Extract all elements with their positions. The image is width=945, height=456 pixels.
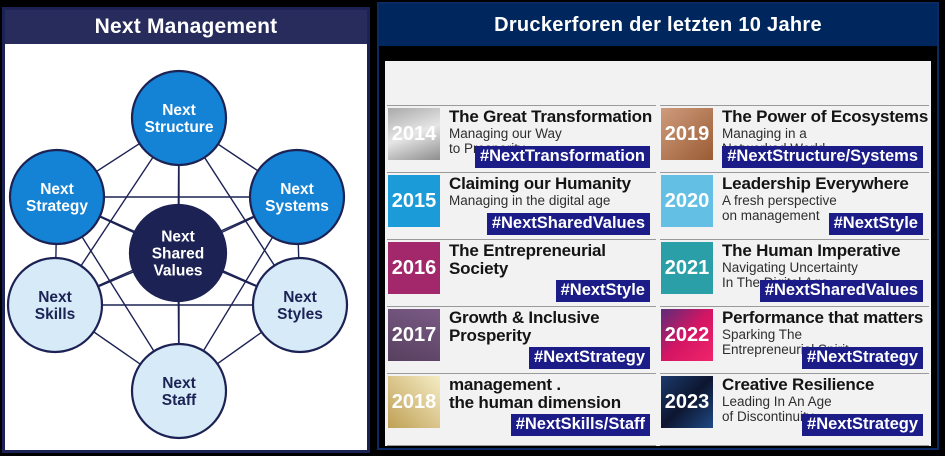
left-panel-title: Next Management [5,10,367,44]
timeline-row-2016: 2016 The Entrepreneurial Society #NextStyl… [387,239,656,306]
year-badge: 2018 [388,376,440,428]
year-badge: 2020 [661,175,713,227]
forum-title: Performance that matters [722,308,924,327]
year-badge: 2023 [661,376,713,428]
hashtag-badge: #NextSharedValues [759,280,923,302]
forum-text: The Great Transformation Managing our Way… [449,108,656,172]
hashtag-badge: #NextStrategy [802,414,923,436]
forum-subtitle: A fresh perspective on management [722,193,837,223]
timeline-row-2014: 2014 The Great Transformation Managing our… [387,105,656,172]
node-circle [251,256,349,354]
forum-title: Claiming our Humanity [449,174,631,193]
timeline-row-2017: 2017 Growth & Inclusive Prosperity #NextSt… [387,306,656,373]
timeline-row-2020: 2020 Leadership Everywhere A fresh perspec… [660,172,929,239]
druckerforen-panel: Druckerforen der letzten 10 Jahre 2014 Th… [377,2,939,450]
node-circle [8,148,106,246]
forum-text: Creative Resilience Leading In An Age of … [722,376,929,440]
year-badge: 2019 [661,108,713,160]
forum-subtitle: Leading In An Age of Discontinuity [722,394,832,424]
node-next-systems: Next Systems [248,148,346,246]
year-badge: 2015 [388,175,440,227]
node-next-staff: Next Staff [130,342,228,440]
year-badge: 2022 [661,309,713,361]
node-label: Next Styles [277,289,323,323]
year-badge: 2017 [388,309,440,361]
node-label: Next Staff [162,375,197,409]
node-next-structure: Next Structure [130,69,228,167]
node-next-strategy: Next Strategy [8,148,106,246]
right-panel-title: Druckerforen der letzten 10 Jahre [379,4,937,46]
forum-title: management . the human dimension [449,375,621,412]
timeline-row-2015: 2015 Claiming our Humanity Managing in the… [387,172,656,239]
forum-title: Creative Resilience [722,375,875,394]
node-label: Next Skills [35,289,76,323]
node-circle [248,148,346,246]
forum-subtitle: Managing in the digital age [449,193,611,208]
node-circle [128,203,228,303]
forum-text: Growth & Inclusive Prosperity [449,309,656,373]
timeline-card: 2014 The Great Transformation Managing our… [385,61,931,446]
hashtag-badge: #NextStructure/Systems [722,146,923,168]
hashtag-badge: #NextStyle [828,213,923,235]
node-label: Next Structure [145,102,214,136]
forum-text: Claiming our Humanity Managing in the dig… [449,175,656,239]
timeline-row-2018: 2018 management . the human dimension #Nex… [387,373,656,440]
hashtag-badge: #NextStrategy [802,347,923,369]
timeline-column-1: 2014 The Great Transformation Managing our… [387,105,656,446]
node-circle [130,342,228,440]
node-label: Next Systems [265,181,329,215]
node-circle [130,69,228,167]
next-management-panel: Next Management Next Structure Next Strateg… [2,7,370,453]
timeline-row-2022: 2022 Performance that matters Sparking The… [660,306,929,373]
node-label: Next Strategy [26,181,88,215]
forum-text: Leadership Everywhere A fresh perspective… [722,175,929,239]
hashtag-badge: #NextStyle [555,280,650,302]
forum-text: management . the human dimension [449,376,656,440]
hashtag-badge: #NextSkills/Staff [510,414,650,436]
seven-s-network-diagram: Next Structure Next Strategy Next Systems Next… [6,69,349,440]
forum-title: The Entrepreneurial Society [449,241,606,278]
forum-title: The Human Imperative [722,241,901,260]
hashtag-badge: #NextSharedValues [486,213,650,235]
forum-title: The Great Transformation [449,107,653,126]
year-badge: 2016 [388,242,440,294]
node-next-shared-values: Next Shared Values [128,203,228,303]
forum-text: The Entrepreneurial Society [449,242,656,306]
node-circle [6,256,104,354]
node-next-skills: Next Skills [6,256,104,354]
forum-title: Leadership Everywhere [722,174,909,193]
hashtag-badge: #NextTransformation [474,146,650,168]
node-next-styles: Next Styles [251,256,349,354]
timeline-column-2: 2019 The Power of Ecosystems Managing in a… [660,105,929,446]
hashtag-badge: #NextStrategy [529,347,650,369]
year-badge: 2014 [388,108,440,160]
forum-title: Growth & Inclusive Prosperity [449,308,600,345]
timeline-row-2021: 2021 The Human Imperative Navigating Uncer… [660,239,929,306]
year-badge: 2021 [661,242,713,294]
forum-title: The Power of Ecosystems [722,107,929,126]
timeline-row-2023: 2023 Creative Resilience Leading In An Age… [660,373,929,440]
timeline-row-2019: 2019 The Power of Ecosystems Managing in a… [660,105,929,172]
node-label: Next Shared Values [152,229,205,280]
